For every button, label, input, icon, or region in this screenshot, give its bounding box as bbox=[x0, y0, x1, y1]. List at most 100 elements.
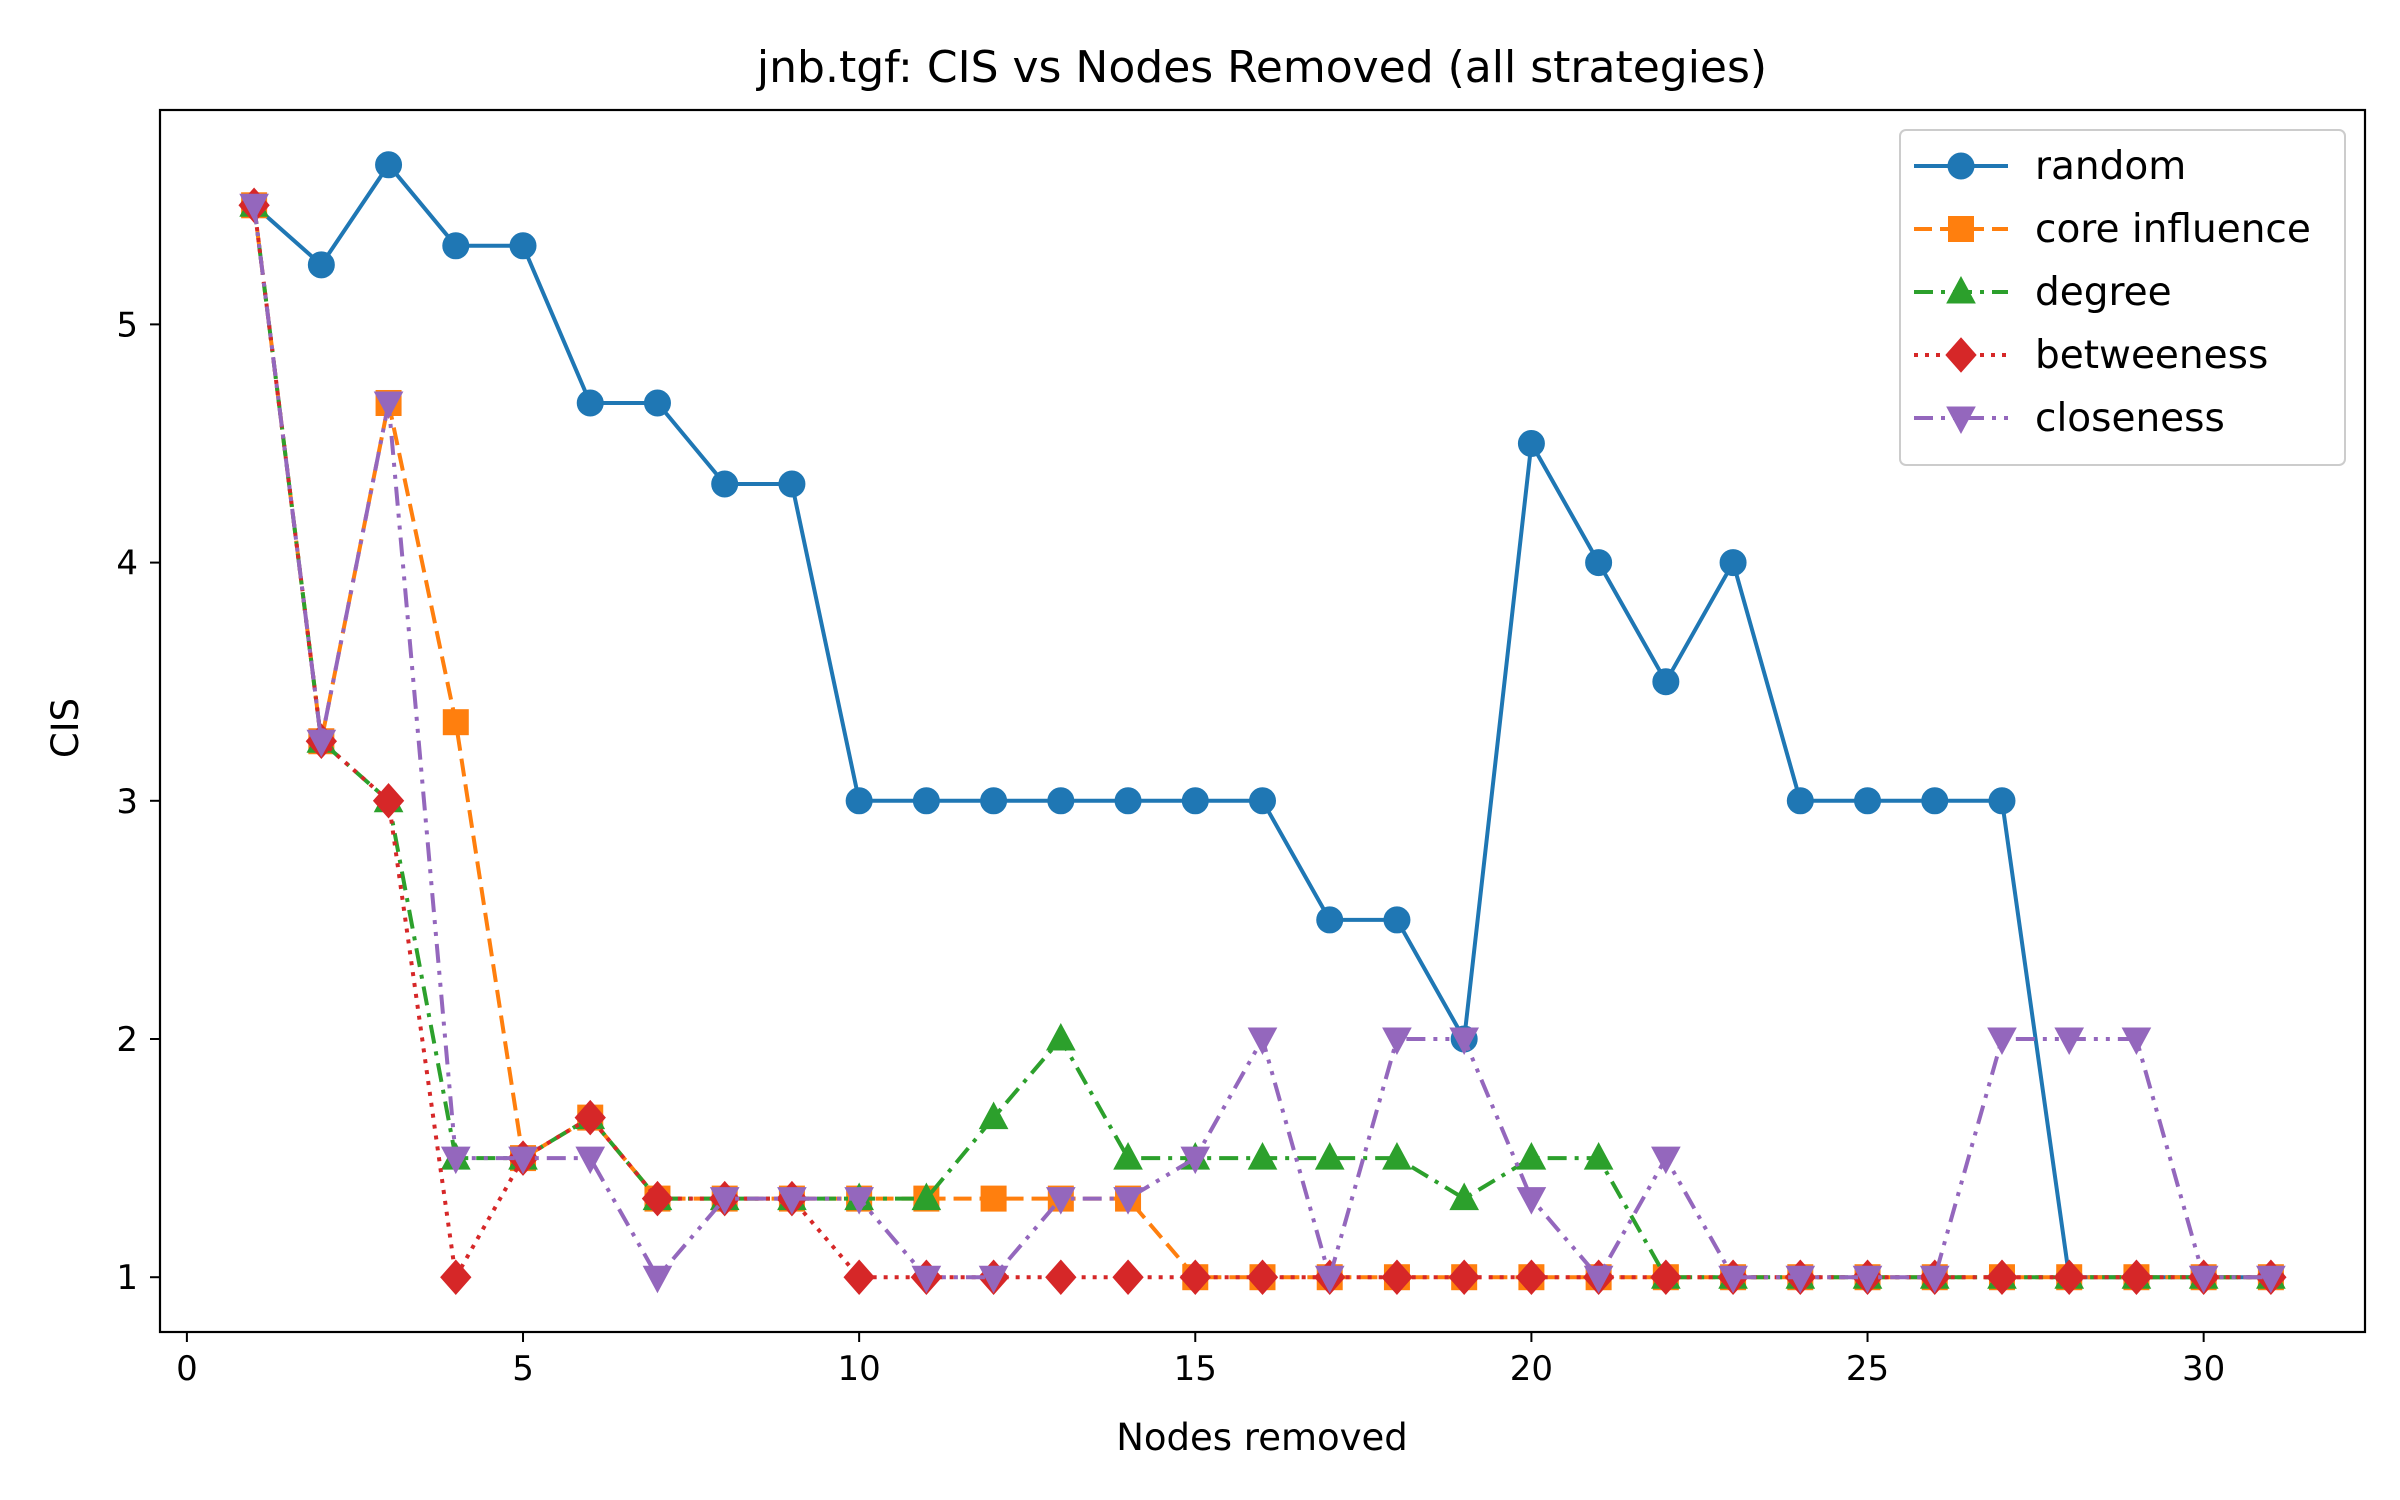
x-tick-label: 10 bbox=[838, 1349, 881, 1389]
data-point bbox=[641, 1180, 674, 1217]
data-point bbox=[978, 1265, 1009, 1294]
data-point bbox=[2188, 1265, 2219, 1294]
legend-marker bbox=[1947, 152, 1975, 180]
data-point bbox=[1515, 1259, 1548, 1295]
data-point bbox=[1921, 787, 1949, 815]
data-point bbox=[1314, 1265, 1345, 1294]
data-point bbox=[777, 1187, 807, 1215]
data-point bbox=[508, 1146, 538, 1175]
x-tick-label: 25 bbox=[1846, 1349, 1889, 1389]
data-point bbox=[575, 1146, 606, 1175]
legend-marker bbox=[1945, 337, 1977, 373]
legend-label: betweeness bbox=[2035, 333, 2268, 378]
data-point bbox=[373, 391, 404, 420]
data-point bbox=[1854, 787, 1882, 815]
data-point bbox=[1314, 1142, 1345, 1170]
data-point bbox=[1986, 1259, 2018, 1295]
legend-box bbox=[1899, 129, 2346, 466]
y-tick-label: 4 bbox=[116, 544, 138, 584]
data-point bbox=[1785, 1265, 1816, 1294]
data-point bbox=[778, 470, 806, 498]
data-point bbox=[1113, 1142, 1143, 1170]
data-point bbox=[1045, 1259, 1077, 1295]
data-point bbox=[1249, 787, 1276, 815]
data-point bbox=[1987, 1027, 2017, 1056]
x-tick-label: 20 bbox=[1510, 1349, 1553, 1389]
data-point bbox=[1114, 787, 1142, 815]
legend-label: random bbox=[2035, 144, 2186, 189]
legend-label: degree bbox=[2035, 270, 2172, 315]
data-point bbox=[1316, 906, 1344, 934]
data-point bbox=[442, 232, 470, 260]
data-point bbox=[307, 251, 335, 279]
y-tick-label: 5 bbox=[116, 305, 138, 345]
data-point bbox=[1247, 1027, 1278, 1056]
y-axis-title: CIS bbox=[44, 698, 87, 758]
axes: 0 5 10 15 20 25 30 1 2 3 4 5 bbox=[116, 108, 2367, 1389]
data-point bbox=[2256, 1265, 2286, 1294]
data-point bbox=[1651, 1146, 1681, 1175]
data-point bbox=[843, 1259, 875, 1295]
data-point bbox=[643, 389, 671, 417]
data-point bbox=[980, 1185, 1007, 1212]
data-point bbox=[1179, 1259, 1211, 1295]
data-point bbox=[709, 1187, 740, 1215]
x-tick-label: 0 bbox=[176, 1349, 198, 1389]
data-point bbox=[1045, 1022, 1076, 1051]
x-tick-label: 30 bbox=[2182, 1349, 2225, 1389]
data-point bbox=[1583, 1142, 1614, 1170]
data-point bbox=[1382, 1142, 1412, 1170]
legend-item: core influence bbox=[1914, 207, 2311, 252]
data-point bbox=[509, 232, 537, 260]
data-point bbox=[1449, 1027, 1480, 1056]
chart-title: jnb.tgf: CIS vs Nodes Removed (all strat… bbox=[756, 42, 1767, 93]
data-point bbox=[1382, 1027, 1412, 1056]
legend-label: closeness bbox=[2035, 396, 2225, 441]
data-point bbox=[845, 787, 873, 815]
x-axis-title: Nodes removed bbox=[1116, 1416, 1408, 1459]
data-point bbox=[1583, 1265, 1614, 1294]
data-point bbox=[1718, 1265, 1748, 1294]
legend-item: degree bbox=[1914, 270, 2172, 315]
data-point bbox=[1719, 549, 1747, 577]
data-point bbox=[642, 1265, 673, 1294]
data-point bbox=[711, 470, 739, 498]
data-point bbox=[1516, 1142, 1547, 1170]
data-point bbox=[2053, 1259, 2085, 1295]
legend-marker bbox=[1946, 275, 1976, 304]
data-point bbox=[911, 1265, 942, 1294]
data-point bbox=[1650, 1259, 1682, 1295]
data-point bbox=[576, 389, 604, 417]
data-point bbox=[1381, 1259, 1413, 1295]
legend-item: random bbox=[1914, 144, 2186, 189]
series-closeness bbox=[239, 193, 2286, 1294]
data-point bbox=[372, 783, 405, 819]
data-point bbox=[1652, 668, 1680, 696]
data-point bbox=[1852, 1265, 1883, 1294]
data-point bbox=[912, 787, 940, 815]
y-tick-label: 1 bbox=[116, 1258, 138, 1298]
data-point bbox=[1113, 1187, 1143, 1215]
data-point bbox=[1988, 787, 2016, 815]
data-point bbox=[2121, 1027, 2152, 1056]
axes-frame bbox=[158, 108, 2367, 1334]
data-point bbox=[440, 1146, 471, 1175]
legend-label: core influence bbox=[2035, 207, 2311, 252]
data-point bbox=[2120, 1259, 2153, 1295]
data-point bbox=[574, 1099, 606, 1136]
data-point bbox=[1045, 1187, 1076, 1215]
data-point bbox=[1517, 429, 1545, 457]
data-point bbox=[1516, 1187, 1547, 1215]
data-point bbox=[980, 787, 1008, 815]
data-point bbox=[306, 729, 337, 758]
x-tick-label: 15 bbox=[1174, 1349, 1217, 1389]
data-point bbox=[1247, 1142, 1278, 1170]
data-point bbox=[1786, 787, 1814, 815]
data-point bbox=[1112, 1259, 1144, 1295]
legend-item: betweeness bbox=[1914, 333, 2268, 378]
data-point bbox=[375, 151, 403, 179]
y-tick-label: 2 bbox=[116, 1020, 138, 1060]
data-point bbox=[1448, 1259, 1480, 1295]
x-tick-label: 5 bbox=[512, 1349, 534, 1389]
